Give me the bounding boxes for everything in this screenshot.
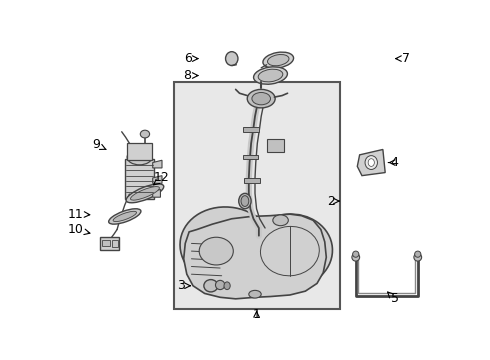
Ellipse shape	[126, 184, 164, 203]
Ellipse shape	[225, 52, 238, 66]
Bar	[244, 178, 260, 183]
Ellipse shape	[352, 253, 360, 261]
Ellipse shape	[258, 69, 283, 82]
Ellipse shape	[204, 280, 218, 292]
Ellipse shape	[180, 207, 276, 288]
Polygon shape	[153, 176, 162, 183]
Ellipse shape	[353, 251, 359, 257]
Text: 12: 12	[154, 171, 170, 184]
Ellipse shape	[130, 186, 159, 200]
Text: 11: 11	[67, 208, 83, 221]
Ellipse shape	[365, 156, 377, 170]
Text: 5: 5	[391, 292, 398, 305]
Ellipse shape	[241, 195, 249, 206]
Text: 1: 1	[253, 308, 261, 321]
Text: 4: 4	[391, 156, 398, 169]
Text: 9: 9	[92, 138, 100, 151]
Ellipse shape	[273, 215, 288, 226]
Ellipse shape	[109, 209, 141, 224]
Bar	[243, 155, 258, 159]
Polygon shape	[153, 189, 160, 197]
Polygon shape	[216, 219, 297, 289]
Ellipse shape	[415, 251, 421, 257]
Text: 6: 6	[184, 52, 192, 65]
Ellipse shape	[368, 159, 374, 166]
Text: 3: 3	[177, 279, 185, 292]
Text: 7: 7	[402, 52, 410, 65]
Ellipse shape	[249, 291, 261, 298]
Ellipse shape	[199, 237, 233, 265]
Polygon shape	[153, 160, 162, 168]
Ellipse shape	[224, 282, 230, 289]
Bar	[125, 159, 154, 199]
Bar	[100, 237, 120, 249]
Polygon shape	[357, 149, 385, 176]
Bar	[127, 143, 152, 160]
Ellipse shape	[252, 93, 270, 105]
Ellipse shape	[216, 280, 225, 289]
Ellipse shape	[239, 193, 251, 209]
Bar	[102, 240, 110, 247]
Ellipse shape	[247, 214, 332, 288]
Text: 8: 8	[184, 69, 192, 82]
Ellipse shape	[268, 54, 289, 66]
Bar	[112, 239, 118, 247]
Ellipse shape	[113, 211, 137, 221]
Bar	[244, 127, 259, 132]
Bar	[267, 139, 284, 152]
Ellipse shape	[414, 253, 421, 261]
Polygon shape	[184, 214, 326, 299]
Ellipse shape	[253, 67, 288, 84]
Text: 2: 2	[327, 194, 335, 208]
Text: 10: 10	[67, 223, 83, 236]
Bar	[173, 82, 340, 309]
Ellipse shape	[127, 149, 152, 165]
Ellipse shape	[263, 52, 294, 68]
Ellipse shape	[247, 89, 275, 108]
Ellipse shape	[140, 130, 149, 138]
